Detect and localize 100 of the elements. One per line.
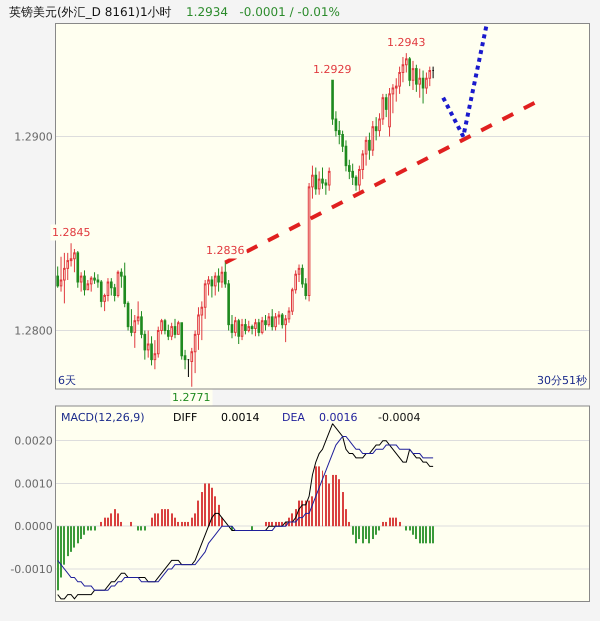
text: DEA xyxy=(282,411,306,424)
candlestick xyxy=(374,116,378,141)
bar xyxy=(171,513,173,526)
bar xyxy=(83,526,85,535)
candlestick xyxy=(187,359,190,378)
bar xyxy=(77,526,79,544)
bar xyxy=(197,500,199,526)
candlestick xyxy=(90,276,93,292)
candlestick xyxy=(93,272,96,284)
bar xyxy=(392,518,394,526)
candlestick xyxy=(432,66,434,79)
bar xyxy=(57,526,59,590)
chart-title: 英镑美元(外汇_D 8161)1小时 xyxy=(9,5,172,19)
bar xyxy=(362,526,364,544)
bar xyxy=(318,466,320,526)
y-tick-label: -0.0010 xyxy=(10,562,53,576)
candlestick xyxy=(76,250,80,288)
bar xyxy=(154,513,156,526)
bar xyxy=(104,518,106,526)
candlestick xyxy=(170,322,173,341)
bar xyxy=(342,492,344,526)
bar xyxy=(211,488,213,526)
bar xyxy=(325,474,327,526)
bar xyxy=(187,522,189,526)
candlestick xyxy=(418,68,422,98)
annotation: 0.0014 xyxy=(221,411,260,424)
bar xyxy=(107,518,109,526)
candlestick xyxy=(80,272,82,292)
bar xyxy=(422,526,424,544)
chart-subtitle: 1.2934 -0.0001 / -0.01% xyxy=(186,5,340,19)
candlestick xyxy=(280,312,284,330)
bar xyxy=(419,526,421,544)
bar xyxy=(181,522,183,526)
candlestick xyxy=(214,272,217,296)
annotation: 0.0016 xyxy=(319,411,358,424)
y-tick-label: 1.2800 xyxy=(14,324,53,338)
candlestick xyxy=(254,318,257,337)
bar xyxy=(382,522,384,526)
candlestick xyxy=(412,60,414,90)
candlestick xyxy=(244,318,247,335)
bar xyxy=(208,483,210,526)
bar xyxy=(412,526,414,535)
annotation: 1.2929 xyxy=(313,63,352,76)
bar xyxy=(73,526,75,548)
candlestick xyxy=(368,132,371,160)
candlestick xyxy=(174,318,176,339)
candlestick xyxy=(150,336,153,366)
candlestick xyxy=(56,266,59,288)
bar xyxy=(100,522,102,526)
annotation: 1.2836 xyxy=(206,244,244,257)
candlestick xyxy=(234,316,237,337)
bar xyxy=(110,513,112,526)
bar xyxy=(355,526,357,544)
candlestick xyxy=(83,270,86,296)
candlestick xyxy=(274,312,277,331)
chart-title: MACD(12,26,9) xyxy=(61,411,145,424)
bar xyxy=(308,500,310,526)
bar xyxy=(335,474,337,526)
bar xyxy=(301,500,303,526)
text: DIFF xyxy=(173,411,198,424)
candlestick xyxy=(237,318,240,345)
candlestick xyxy=(268,312,270,328)
bar xyxy=(368,526,370,544)
bar xyxy=(144,526,146,530)
bar xyxy=(395,518,397,526)
bar xyxy=(389,518,391,526)
candlestick xyxy=(270,308,274,331)
candlestick xyxy=(177,320,180,335)
bar xyxy=(265,522,267,526)
candlestick xyxy=(220,266,224,288)
bar xyxy=(94,526,96,530)
candlestick xyxy=(217,268,220,292)
candlestick xyxy=(314,167,318,196)
candlestick xyxy=(318,170,320,196)
bar xyxy=(399,522,401,526)
bar xyxy=(415,526,417,540)
candlestick xyxy=(146,330,150,358)
bar xyxy=(151,518,153,526)
candlestick xyxy=(260,316,264,335)
bar xyxy=(204,483,206,526)
annotation: -0.0004 xyxy=(378,411,420,424)
candlestick xyxy=(388,88,391,137)
candlestick xyxy=(384,93,388,118)
y-tick-label: 0.0010 xyxy=(14,477,53,490)
bar xyxy=(358,526,360,540)
bar xyxy=(164,509,166,526)
bar xyxy=(432,526,434,544)
bar xyxy=(87,526,89,530)
bar xyxy=(184,522,186,526)
bar xyxy=(157,513,159,526)
annotation: 30分51秒 xyxy=(537,374,587,387)
candlestick xyxy=(63,252,66,304)
bar xyxy=(338,479,340,526)
bar xyxy=(332,474,334,526)
bar xyxy=(70,526,72,552)
bar xyxy=(130,522,132,526)
bar xyxy=(405,526,407,530)
bar xyxy=(375,526,377,535)
bar xyxy=(315,466,317,526)
annotation: 6天 xyxy=(58,374,76,387)
